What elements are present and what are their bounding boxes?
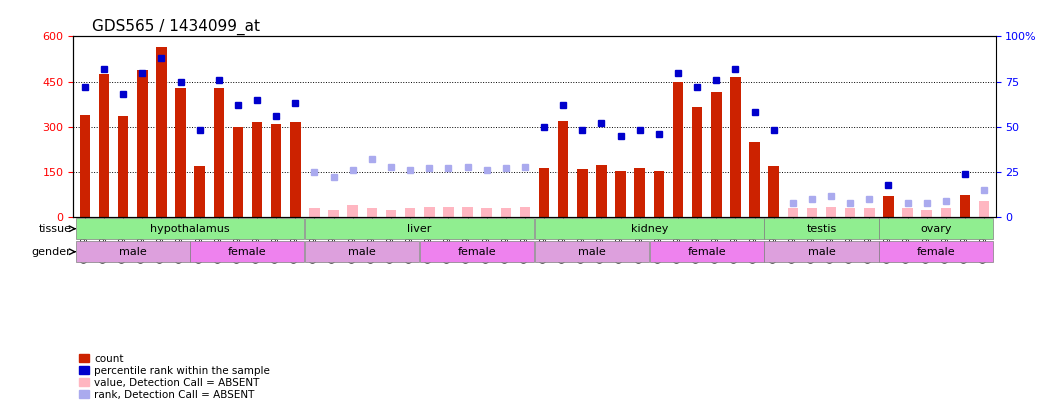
Text: testis: testis [806, 224, 836, 234]
FancyBboxPatch shape [879, 241, 994, 262]
Bar [367, 208, 377, 217]
Bar [481, 208, 492, 217]
Text: liver: liver [408, 224, 432, 234]
FancyBboxPatch shape [879, 218, 994, 239]
Bar [80, 115, 90, 217]
Bar [615, 171, 626, 217]
Bar [233, 127, 243, 217]
Bar [271, 124, 282, 217]
Bar [979, 200, 989, 217]
FancyBboxPatch shape [305, 241, 419, 262]
FancyBboxPatch shape [650, 241, 764, 262]
Bar [117, 116, 128, 217]
Bar [730, 77, 741, 217]
Bar [214, 87, 224, 217]
Bar [539, 168, 549, 217]
Bar [501, 208, 511, 217]
Legend: count, percentile rank within the sample, value, Detection Call = ABSENT, rank, : count, percentile rank within the sample… [79, 354, 270, 400]
Text: female: female [458, 247, 497, 257]
Bar [175, 87, 185, 217]
Bar [902, 208, 913, 217]
Bar [443, 207, 454, 217]
Text: male: male [118, 247, 147, 257]
Bar [156, 47, 167, 217]
Bar [424, 207, 435, 217]
Bar [711, 92, 721, 217]
Bar [673, 82, 683, 217]
Bar [692, 107, 702, 217]
Bar [348, 205, 358, 217]
Bar [252, 122, 262, 217]
FancyBboxPatch shape [534, 241, 649, 262]
Bar [99, 74, 109, 217]
Bar [883, 196, 894, 217]
Bar [634, 168, 645, 217]
Bar [290, 122, 301, 217]
FancyBboxPatch shape [764, 218, 878, 239]
Text: male: male [578, 247, 606, 257]
Bar [787, 208, 798, 217]
Bar [768, 166, 779, 217]
Text: kidney: kidney [631, 224, 668, 234]
Bar [558, 121, 568, 217]
Bar [921, 210, 932, 217]
Bar [826, 207, 836, 217]
FancyBboxPatch shape [191, 241, 305, 262]
Bar [309, 208, 320, 217]
Bar [941, 208, 952, 217]
Bar [386, 210, 396, 217]
Bar [749, 142, 760, 217]
Bar [520, 207, 530, 217]
Bar [960, 195, 970, 217]
Text: female: female [228, 247, 267, 257]
Bar [577, 169, 588, 217]
Text: tissue: tissue [39, 224, 71, 234]
FancyBboxPatch shape [534, 218, 764, 239]
Text: female: female [687, 247, 726, 257]
Bar [596, 164, 607, 217]
FancyBboxPatch shape [75, 218, 305, 239]
Bar [194, 166, 205, 217]
Text: gender: gender [31, 247, 71, 257]
Bar [405, 208, 415, 217]
Bar [807, 208, 817, 217]
Text: hypothalamus: hypothalamus [150, 224, 230, 234]
Text: male: male [348, 247, 376, 257]
Bar [328, 210, 339, 217]
Bar [462, 207, 473, 217]
FancyBboxPatch shape [305, 218, 534, 239]
FancyBboxPatch shape [420, 241, 534, 262]
Bar [654, 171, 664, 217]
Text: ovary: ovary [920, 224, 952, 234]
Bar [137, 70, 148, 217]
FancyBboxPatch shape [75, 241, 190, 262]
FancyBboxPatch shape [764, 241, 878, 262]
Text: female: female [917, 247, 956, 257]
Bar [864, 208, 875, 217]
Text: male: male [808, 247, 835, 257]
Bar [845, 208, 855, 217]
Text: GDS565 / 1434099_at: GDS565 / 1434099_at [92, 19, 260, 35]
